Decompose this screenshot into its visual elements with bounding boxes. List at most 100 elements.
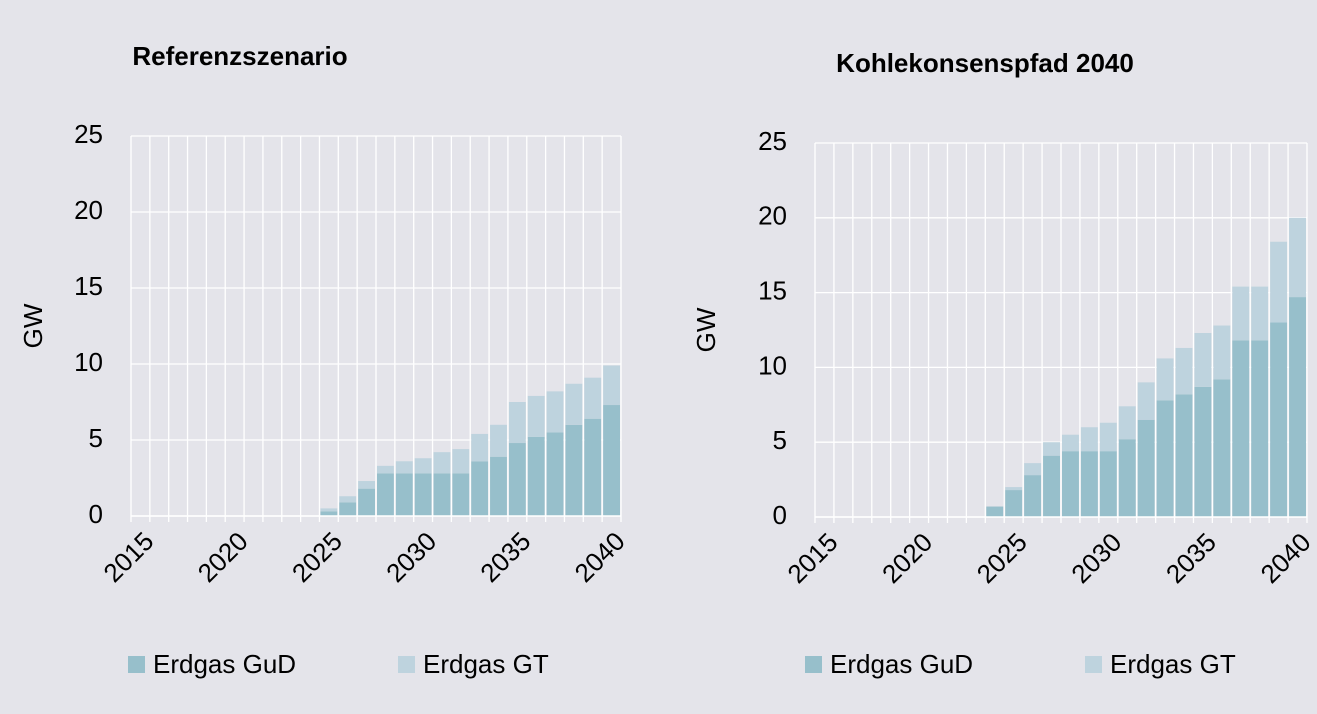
y-axis-label: GW	[18, 303, 48, 348]
bar-segment	[1043, 442, 1060, 456]
y-tick-label: 10	[74, 347, 103, 377]
y-tick-label: 15	[758, 275, 787, 305]
bar-segment	[1099, 451, 1117, 517]
bar-segment	[377, 465, 394, 474]
x-tick-label: 2020	[876, 527, 938, 589]
y-tick-label: 0	[89, 499, 103, 529]
bar-segment	[377, 473, 394, 516]
y-tick-label: 25	[74, 119, 103, 149]
bar-segment	[565, 383, 583, 425]
bar-segment	[1270, 241, 1288, 323]
bar-segment	[358, 488, 375, 516]
bar-segment	[508, 402, 526, 444]
bar-segment	[1099, 422, 1117, 452]
x-tick-label: 2015	[781, 527, 843, 589]
legend-label: Erdgas GuD	[830, 649, 973, 679]
bar-segment	[527, 436, 545, 516]
bar-segment	[986, 506, 1004, 517]
bar-segment	[1194, 386, 1212, 517]
legend-swatch	[805, 656, 822, 673]
bar-segment	[1080, 427, 1098, 452]
bar-segment	[320, 508, 338, 512]
y-tick-label: 5	[89, 423, 103, 453]
bar-segment	[1232, 340, 1250, 517]
bar-segment	[1251, 340, 1269, 517]
x-tick-label: 2020	[192, 526, 254, 588]
bar-segment	[358, 481, 375, 489]
bar-segment	[1062, 451, 1079, 517]
bar-segment	[452, 473, 470, 516]
bar-segment	[490, 456, 507, 516]
bar-segment	[1043, 455, 1060, 517]
bar-segment	[1024, 475, 1042, 517]
bar-segment	[603, 365, 620, 406]
bar-segment	[490, 424, 507, 457]
bar-segment	[1289, 217, 1306, 298]
y-tick-label: 0	[773, 500, 787, 530]
x-tick-label: 2040	[1255, 527, 1317, 589]
bar-segment	[339, 496, 357, 503]
y-axis-label: GW	[691, 307, 721, 352]
legend-swatch	[128, 656, 145, 673]
x-tick-label: 2035	[474, 526, 536, 588]
x-tick-label: 2015	[97, 526, 159, 588]
bar-segment	[1118, 439, 1136, 517]
bar-segment	[1118, 406, 1136, 440]
bar-segment	[1213, 325, 1231, 380]
bar-segment	[414, 473, 432, 516]
y-tick-label: 25	[758, 126, 787, 156]
bar-segment	[1270, 322, 1288, 517]
y-tick-label: 15	[74, 271, 103, 301]
bar-segment	[584, 418, 602, 516]
bar-segment	[603, 405, 620, 516]
bar-segment	[1024, 463, 1042, 476]
bar-segment	[1175, 394, 1193, 517]
bar-segment	[395, 473, 413, 516]
bar-segment	[1005, 490, 1023, 517]
y-tick-label: 5	[773, 425, 787, 455]
bar-segment	[508, 443, 526, 516]
y-tick-label: 10	[758, 350, 787, 380]
x-tick-label: 2035	[1160, 527, 1222, 589]
bar-segment	[414, 458, 432, 474]
bar-segment	[1156, 358, 1174, 401]
bar-segment	[433, 452, 451, 474]
bar-segment	[1251, 286, 1269, 341]
bar-segment	[471, 461, 489, 516]
bar-segment	[1080, 451, 1098, 517]
bar-segment	[546, 432, 564, 516]
bar-segment	[565, 424, 583, 516]
legend-label: Erdgas GuD	[153, 649, 296, 679]
bar-segment	[339, 502, 357, 516]
bar-segment	[1156, 400, 1174, 517]
bar-segment	[1137, 382, 1155, 420]
bar-segment	[452, 449, 470, 474]
x-tick-label: 2030	[1065, 527, 1127, 589]
bar-segment	[546, 391, 564, 433]
chart-title: Referenzszenario	[132, 41, 347, 71]
bar-segment	[1194, 332, 1212, 387]
bar-segment	[1062, 434, 1079, 452]
legend-label: Erdgas GT	[423, 649, 549, 679]
x-tick-label: 2025	[971, 527, 1033, 589]
x-tick-label: 2030	[380, 526, 442, 588]
bar-segment	[1137, 419, 1155, 517]
bar-segment	[1005, 487, 1023, 491]
y-tick-label: 20	[758, 201, 787, 231]
bar-segment	[471, 433, 489, 462]
x-tick-label: 2040	[569, 526, 631, 588]
bar-segment	[584, 377, 602, 419]
chart-title: Kohlekonsenspfad 2040	[836, 48, 1134, 78]
bar-segment	[320, 511, 338, 516]
bar-segment	[395, 461, 413, 474]
bar-segment	[527, 395, 545, 437]
x-tick-label: 2025	[286, 526, 348, 588]
bar-segment	[1289, 297, 1306, 517]
legend-label: Erdgas GT	[1110, 649, 1236, 679]
bar-segment	[1213, 379, 1231, 517]
bar-segment	[433, 473, 451, 516]
legend-swatch	[398, 656, 415, 673]
y-tick-label: 20	[74, 195, 103, 225]
legend-swatch	[1085, 656, 1102, 673]
